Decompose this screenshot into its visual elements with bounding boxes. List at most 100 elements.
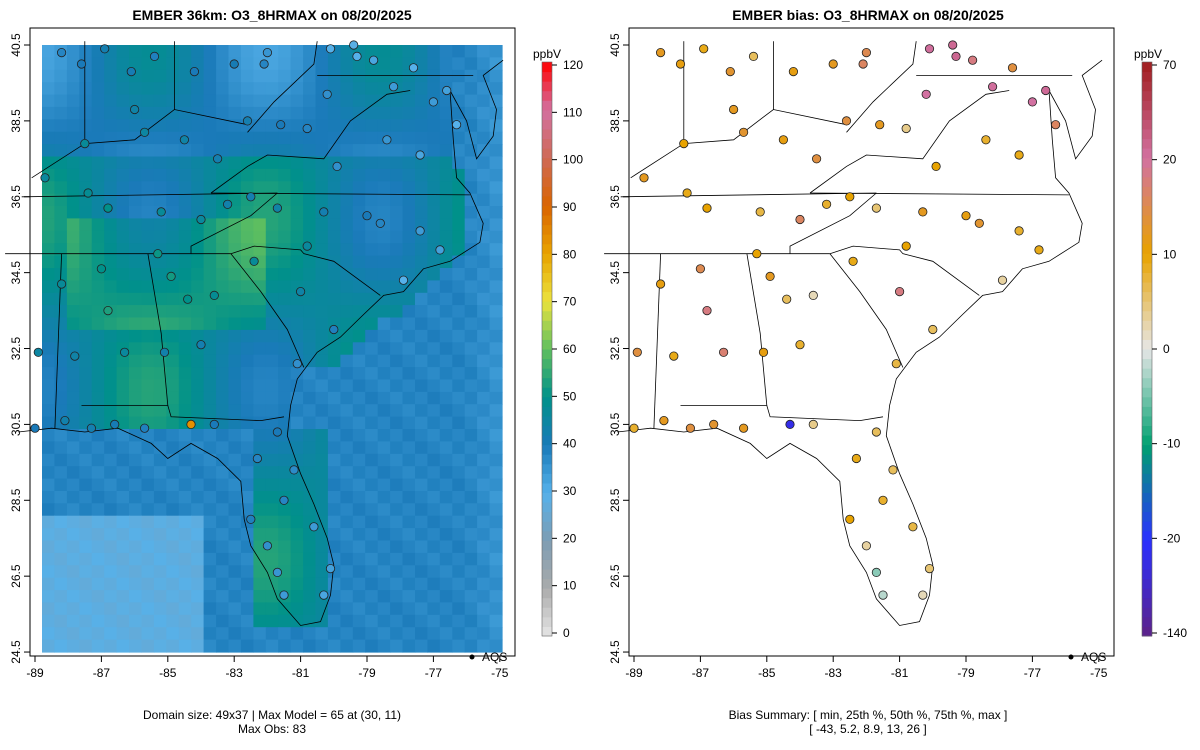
- colorbar-segment: [542, 339, 552, 350]
- model-grid-cell: [377, 614, 391, 628]
- model-grid-cell: [377, 206, 391, 219]
- model-grid-cell: [427, 614, 441, 628]
- model-grid-cell: [104, 577, 118, 591]
- model-grid-cell: [203, 552, 217, 566]
- model-grid-cell: [315, 280, 329, 294]
- model-grid-cell: [352, 367, 366, 381]
- model-grid-cell: [66, 404, 80, 418]
- model-grid-cell: [377, 94, 391, 108]
- model-grid-cell: [315, 552, 329, 566]
- model-grid-cell: [415, 106, 428, 120]
- model-grid-cell: [104, 453, 118, 467]
- model-grid-cell: [42, 156, 55, 170]
- lat-tick-label: 26.5: [9, 564, 23, 588]
- model-grid-cell: [278, 515, 292, 529]
- model-grid-cell: [191, 515, 205, 529]
- lon-tick-label: -77: [1024, 666, 1042, 680]
- model-grid-cell: [390, 577, 404, 591]
- model-grid-cell: [327, 168, 341, 182]
- model-grid-cell: [415, 379, 428, 393]
- aqs-station-marker: [878, 495, 888, 505]
- model-grid-cell: [240, 69, 254, 83]
- model-grid-cell: [203, 243, 217, 257]
- model-grid-cell: [290, 391, 304, 405]
- aqs-station-marker: [56, 279, 67, 289]
- model-grid-cell: [390, 602, 404, 616]
- model-grid-cell: [116, 230, 130, 244]
- model-grid-cell: [415, 404, 428, 418]
- model-grid-cell: [489, 515, 503, 529]
- model-grid-cell: [290, 255, 304, 269]
- state-border-line: [31, 109, 248, 179]
- model-grid-cell: [166, 367, 180, 381]
- model-grid-cell: [91, 206, 105, 219]
- model-grid-cell: [464, 429, 478, 442]
- model-legend-dot: [469, 654, 475, 660]
- model-grid-cell: [166, 82, 180, 96]
- model-grid-cell: [427, 565, 441, 579]
- model-grid-cell: [327, 367, 341, 381]
- model-grid-cell: [166, 317, 180, 331]
- model-grid-cell: [54, 181, 68, 195]
- model-grid-cell: [42, 45, 55, 58]
- model-grid-cell: [253, 528, 267, 542]
- colorbar-tick-label: 60: [563, 342, 577, 356]
- model-grid-cell: [365, 478, 379, 492]
- model-grid-cell: [116, 391, 130, 405]
- model-grid-cell: [327, 268, 341, 281]
- model-grid-cell: [66, 515, 80, 529]
- model-grid-cell: [116, 416, 130, 430]
- model-grid-cell: [129, 82, 142, 96]
- model-grid-cell: [315, 230, 329, 244]
- model-grid-cell: [464, 280, 478, 294]
- model-grid-cell: [166, 181, 180, 195]
- model-grid-cell: [340, 144, 354, 158]
- aqs-station-marker: [319, 207, 329, 217]
- model-grid-cell: [191, 181, 205, 195]
- aqs-station-marker: [80, 139, 90, 149]
- state-border-line: [81, 404, 285, 422]
- state-border-line: [846, 41, 917, 133]
- model-grid-cell: [477, 305, 491, 319]
- model-grid-cell: [377, 243, 391, 257]
- model-grid-cell: [489, 45, 503, 58]
- model-grid-cell: [352, 218, 366, 232]
- colorbar-segment: [542, 377, 552, 388]
- model-grid-cell: [477, 329, 491, 343]
- model-grid-cell: [427, 305, 441, 319]
- colorbar-tick-label: 10: [563, 579, 577, 593]
- model-grid-cell: [402, 354, 416, 368]
- model-grid-cell: [489, 230, 503, 244]
- model-grid-cell: [439, 627, 453, 641]
- model-grid-cell: [390, 552, 404, 566]
- lon-tick-label: -87: [692, 666, 710, 680]
- model-grid-cell: [402, 441, 416, 455]
- model-grid-cell: [315, 416, 329, 430]
- aqs-station-marker: [758, 347, 769, 357]
- model-grid-cell: [315, 243, 329, 257]
- model-grid-cell: [42, 82, 55, 96]
- model-grid-cell: [477, 503, 491, 517]
- model-grid-cell: [116, 503, 130, 517]
- model-grid-cell: [253, 144, 267, 158]
- model-grid-cell: [203, 453, 217, 467]
- lat-tick-label: 40.5: [608, 33, 622, 57]
- aqs-station-marker: [795, 214, 805, 225]
- model-grid-cell: [116, 292, 130, 306]
- colorbar-segment: [542, 71, 552, 82]
- model-grid-cell: [377, 503, 391, 517]
- model-grid-cell: [290, 69, 304, 83]
- model-grid-cell: [54, 193, 68, 207]
- model-grid-cell: [153, 218, 167, 232]
- model-grid-cell: [129, 305, 142, 319]
- model-grid-cell: [452, 552, 466, 566]
- model-grid-cell: [439, 268, 453, 281]
- model-grid-cell: [415, 329, 428, 343]
- model-grid-cell: [153, 144, 167, 158]
- colorbar-segment: [542, 569, 552, 580]
- model-grid-cell: [178, 243, 192, 257]
- model-grid-cell: [439, 317, 453, 331]
- aqs-station-marker: [695, 264, 706, 274]
- model-grid-cell: [278, 577, 292, 591]
- aqs-station-marker: [223, 199, 233, 209]
